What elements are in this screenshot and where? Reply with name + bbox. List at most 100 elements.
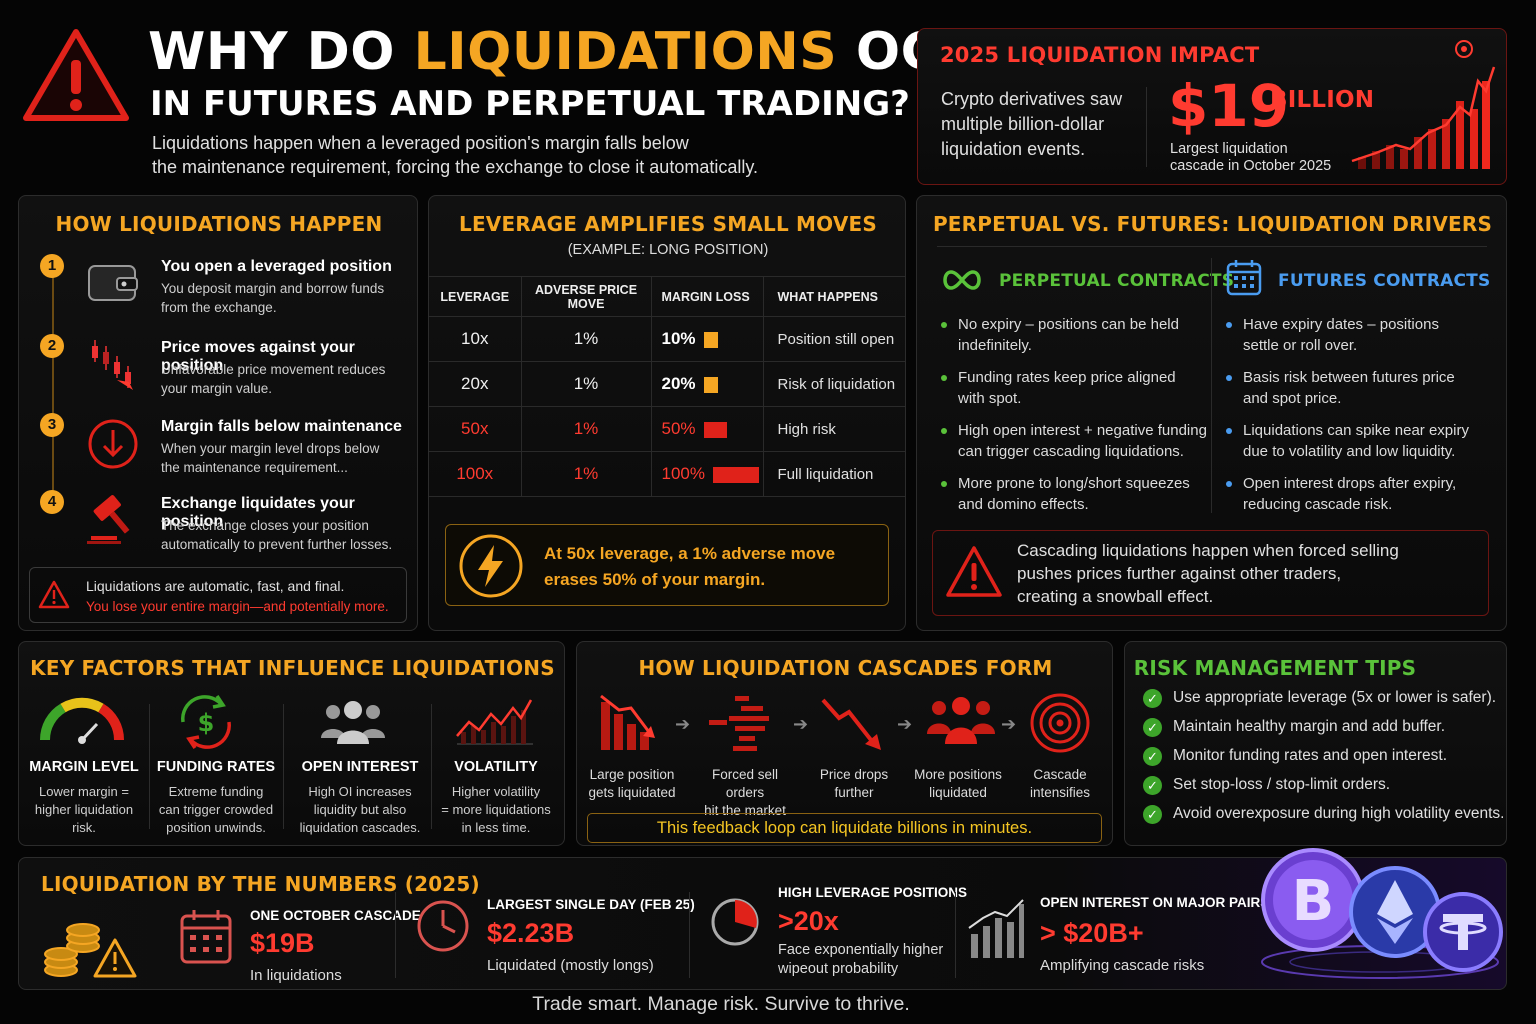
leverage-cell: 50x xyxy=(429,406,521,452)
drivers-panel: PERPETUAL VS. FUTURES: LIQUIDATION DRIVE… xyxy=(916,195,1507,631)
impact-amount: $19 xyxy=(1168,72,1290,140)
step-title: Margin falls below maintenance xyxy=(161,418,402,435)
cascade-warning-box: Cascading liquidations happen when force… xyxy=(932,530,1489,616)
factor-title: OPEN INTEREST xyxy=(301,759,419,775)
margin-loss-bar xyxy=(703,421,727,438)
impact-caption-line: Largest liquidation xyxy=(1170,141,1288,157)
factor-description: Extreme funding can trigger crowded positi… xyxy=(158,784,274,835)
leverage-row: 20x 1% 20% Risk of liquidation xyxy=(429,361,905,407)
tip-item: Monitor funding rates and open interest. xyxy=(1173,747,1448,764)
lightning-icon xyxy=(458,533,524,604)
margin-loss-bar xyxy=(703,331,718,348)
cascade-step: Price drops further xyxy=(819,767,889,800)
numbers-item-desc: Amplifying cascade risks xyxy=(1040,957,1205,974)
margin-loss-value: 10% xyxy=(661,329,696,348)
futures-bullet: Open interest drops after expiry, reducin… xyxy=(1225,475,1457,513)
wallet-icon xyxy=(87,260,139,309)
tip-item: Maintain healthy margin and add buffer. xyxy=(1173,718,1446,735)
what-happens-cell: Position still open xyxy=(762,316,905,362)
check-icon: ✓ xyxy=(1143,747,1162,766)
factor-description: Lower margin = higher liquidation risk. xyxy=(34,784,134,835)
leverage-cell: 20x xyxy=(429,361,521,407)
svg-text:B: B xyxy=(1292,869,1335,934)
falling-candles-icon xyxy=(87,336,139,397)
tip-item: Avoid overexposure during high volatilit… xyxy=(1173,805,1505,822)
column-header: LEVERAGE xyxy=(429,276,521,317)
footer-tagline: Trade smart. Manage risk. Survive to thr… xyxy=(532,993,910,1015)
step-number: 3 xyxy=(40,413,64,437)
numbers-panel: LIQUIDATION BY THE NUMBERS (2025) ONE OC… xyxy=(18,848,1507,990)
cascade-step: More positions liquidated xyxy=(914,767,1002,800)
leverage-subtitle: (EXAMPLE: LONG POSITION) xyxy=(567,242,769,258)
margin-loss-cell: 50% xyxy=(650,406,763,452)
funding-dollar-icon: $ xyxy=(171,692,241,757)
leverage-callout-text: At 50x leverage, a 1% adverse move erases… xyxy=(544,544,836,589)
numbers-item-desc: In liquidations xyxy=(250,967,342,984)
cascade-panel: HOW LIQUIDATION CASCADES FORM ➔ ➔ ➔ ➔ La… xyxy=(576,641,1113,846)
price-drop-icon xyxy=(819,694,889,759)
check-icon: ✓ xyxy=(1143,805,1162,824)
impact-caption-line: cascade in October 2025 xyxy=(1170,158,1332,174)
title-part1: WHY DO xyxy=(148,22,396,82)
down-arrow-circle-icon xyxy=(87,418,139,475)
margin-loss-cell: 20% xyxy=(650,361,763,407)
infinity-icon xyxy=(939,268,985,297)
crypto-coins: B xyxy=(1255,844,1505,989)
impact-description: Crypto derivatives saw multiple billion-… xyxy=(941,87,1122,162)
leverage-row: 50x 1% 50% High risk xyxy=(429,406,905,452)
margin-loss-cell: 100% xyxy=(650,451,763,497)
impact-panel: 2025 LIQUIDATION IMPACT Crypto derivativ… xyxy=(917,28,1507,185)
what-happens-cell: High risk xyxy=(762,406,905,452)
factor-title: VOLATILITY xyxy=(454,759,538,775)
numbers-item-value: > $20B+ xyxy=(1040,918,1144,948)
cascade-footer: This feedback loop can liquidate billion… xyxy=(587,813,1102,843)
step-title: Price moves against your position xyxy=(161,339,355,374)
impact-desc-line: liquidation events. xyxy=(941,139,1086,159)
cascade-warning-text: Cascading liquidations happen when force… xyxy=(1017,541,1399,606)
how-title: HOW LIQUIDATIONS HAPPEN xyxy=(55,212,383,236)
bitcoin-icon: B xyxy=(1261,848,1365,952)
bar-chart-icon xyxy=(967,898,1027,967)
step-description: You deposit margin and borrow funds from … xyxy=(161,281,385,315)
adverse-move-cell: 1% xyxy=(520,316,651,362)
tether-icon xyxy=(1423,892,1503,972)
margin-loss-value: 20% xyxy=(661,374,696,393)
margin-loss-bar xyxy=(703,376,718,393)
how-warning-line1: Liquidations are automatic, fast, and fi… xyxy=(86,578,345,594)
perp-bullet: More prone to long/short squeezes and dom… xyxy=(941,475,1190,513)
rising-bar-chart-icon xyxy=(1348,37,1498,182)
factor-title: FUNDING RATES xyxy=(156,759,276,775)
ethereum-icon xyxy=(1349,866,1441,958)
adverse-move-cell: 1% xyxy=(520,406,651,452)
adverse-move-cell: 1% xyxy=(520,451,651,497)
impact-desc-line: Crypto derivatives saw xyxy=(941,89,1123,109)
check-icon: ✓ xyxy=(1143,776,1162,795)
warning-icon xyxy=(945,545,1003,604)
impact-amount-unit: BILLION xyxy=(1270,87,1375,113)
tip-item: Use appropriate leverage (5x or lower is… xyxy=(1173,689,1497,706)
factor-description: Higher volatility = more liquidations in l… xyxy=(441,784,551,835)
how-warning-line2: You lose your entire margin—and potentia… xyxy=(86,599,389,614)
users-group-icon xyxy=(317,698,389,753)
arrow-right-icon: ➔ xyxy=(675,714,691,734)
falling-bars-icon xyxy=(597,692,661,759)
gavel-icon xyxy=(85,492,141,551)
how-liquidations-panel: HOW LIQUIDATIONS HAPPEN 1 You open a lev… xyxy=(18,195,418,631)
numbers-item-title: HIGH LEVERAGE POSITIONS xyxy=(778,885,968,900)
title-highlight: LIQUIDATIONS xyxy=(413,22,838,82)
margin-loss-bar xyxy=(712,466,759,483)
cascade-step: Large position gets liquidated xyxy=(588,767,676,800)
impact-title: 2025 LIQUIDATION IMPACT xyxy=(940,43,1260,67)
calendar-icon xyxy=(179,908,233,971)
gauge-icon xyxy=(37,694,127,751)
perp-bullet: High open interest + negative funding can… xyxy=(941,422,1207,460)
leverage-table: LEVERAGE ADVERSE PRICE MOVE MARGIN LOSS … xyxy=(429,276,905,497)
header-warning-icon xyxy=(20,26,132,126)
leverage-title: LEVERAGE AMPLIFIES SMALL MOVES xyxy=(459,212,877,236)
impact-caption: Largest liquidation cascade in October 2… xyxy=(1170,141,1331,175)
target-icon xyxy=(1029,692,1091,759)
risk-tips-panel: RISK MANAGEMENT TIPS ✓ Use appropriate l… xyxy=(1124,641,1507,846)
numbers-item-title: ONE OCTOBER CASCADE xyxy=(250,908,421,923)
check-icon: ✓ xyxy=(1143,689,1162,708)
futures-bullet: Liquidations can spike near expiry due to… xyxy=(1226,422,1469,460)
